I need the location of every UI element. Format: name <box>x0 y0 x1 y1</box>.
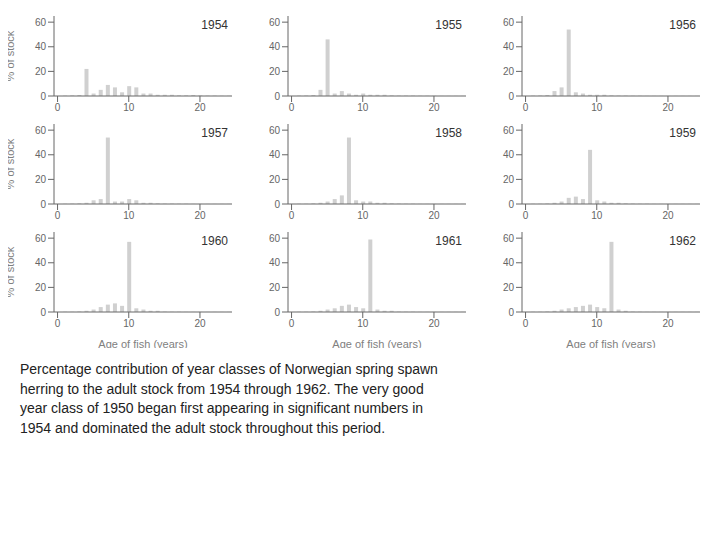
svg-text:40: 40 <box>269 41 281 52</box>
svg-text:0: 0 <box>523 102 529 113</box>
svg-text:0: 0 <box>289 102 295 113</box>
svg-text:60: 60 <box>269 125 281 136</box>
svg-text:10: 10 <box>123 102 135 113</box>
svg-text:60: 60 <box>269 17 281 28</box>
svg-text:20: 20 <box>503 174 515 185</box>
svg-text:10: 10 <box>123 318 135 329</box>
svg-text:0: 0 <box>40 307 46 318</box>
svg-text:% of stock: % of stock <box>8 246 16 297</box>
svg-text:Age of fish (years): Age of fish (years) <box>566 338 655 348</box>
svg-text:0: 0 <box>508 91 514 102</box>
svg-text:40: 40 <box>503 257 515 268</box>
svg-text:20: 20 <box>194 102 206 113</box>
svg-text:Age of fish (years): Age of fish (years) <box>98 338 187 348</box>
svg-text:10: 10 <box>357 102 369 113</box>
svg-text:20: 20 <box>194 210 206 221</box>
svg-text:40: 40 <box>503 41 515 52</box>
svg-text:20: 20 <box>503 282 515 293</box>
svg-text:0: 0 <box>289 318 295 329</box>
svg-text:20: 20 <box>428 318 440 329</box>
svg-text:0: 0 <box>274 199 280 210</box>
svg-text:10: 10 <box>357 318 369 329</box>
svg-text:20: 20 <box>35 174 47 185</box>
svg-text:0: 0 <box>508 199 514 210</box>
svg-text:Age of fish (years): Age of fish (years) <box>332 338 421 348</box>
svg-text:0: 0 <box>508 307 514 318</box>
html-text:1958: 1958 <box>435 126 462 140</box>
svg-text:0: 0 <box>523 318 529 329</box>
svg-text:20: 20 <box>269 174 281 185</box>
svg-text:% of stock: % of stock <box>8 138 16 189</box>
html-text:1957: 1957 <box>201 126 228 140</box>
html-text:1954: 1954 <box>201 18 228 32</box>
svg-text:40: 40 <box>269 149 281 160</box>
svg-text:10: 10 <box>123 210 135 221</box>
html-text:1962: 1962 <box>669 234 696 248</box>
svg-text:20: 20 <box>428 102 440 113</box>
svg-text:60: 60 <box>35 125 47 136</box>
svg-text:40: 40 <box>35 257 47 268</box>
svg-text:0: 0 <box>40 199 46 210</box>
svg-text:20: 20 <box>269 282 281 293</box>
svg-text:60: 60 <box>503 125 515 136</box>
svg-text:10: 10 <box>591 210 603 221</box>
svg-text:60: 60 <box>503 17 515 28</box>
svg-text:20: 20 <box>662 318 674 329</box>
svg-text:10: 10 <box>357 210 369 221</box>
svg-text:10: 10 <box>591 318 603 329</box>
svg-text:0: 0 <box>274 307 280 318</box>
svg-text:20: 20 <box>428 210 440 221</box>
svg-text:0: 0 <box>40 91 46 102</box>
svg-text:0: 0 <box>274 91 280 102</box>
svg-text:40: 40 <box>269 257 281 268</box>
svg-text:% of stock: % of stock <box>8 30 16 81</box>
svg-text:40: 40 <box>35 149 47 160</box>
svg-text:0: 0 <box>523 210 529 221</box>
svg-text:60: 60 <box>35 233 47 244</box>
svg-text:20: 20 <box>662 102 674 113</box>
svg-text:40: 40 <box>503 149 515 160</box>
html-text:Percentage contribution of yea: Percentage contribution of year classes … <box>20 361 438 436</box>
svg-text:20: 20 <box>35 282 47 293</box>
svg-text:20: 20 <box>269 66 281 77</box>
svg-text:0: 0 <box>55 210 61 221</box>
svg-text:40: 40 <box>35 41 47 52</box>
svg-text:60: 60 <box>35 17 47 28</box>
svg-text:20: 20 <box>662 210 674 221</box>
svg-text:20: 20 <box>503 66 515 77</box>
html-text:1959: 1959 <box>669 126 696 140</box>
svg-text:0: 0 <box>55 102 61 113</box>
html-text:1955: 1955 <box>435 18 462 32</box>
svg-text:0: 0 <box>289 210 295 221</box>
html-text:1960: 1960 <box>201 234 228 248</box>
svg-text:60: 60 <box>503 233 515 244</box>
svg-text:20: 20 <box>35 66 47 77</box>
html-text:1961: 1961 <box>435 234 462 248</box>
svg-text:0: 0 <box>55 318 61 329</box>
svg-text:10: 10 <box>591 102 603 113</box>
svg-text:60: 60 <box>269 233 281 244</box>
html-text:1956: 1956 <box>669 18 696 32</box>
svg-text:20: 20 <box>194 318 206 329</box>
